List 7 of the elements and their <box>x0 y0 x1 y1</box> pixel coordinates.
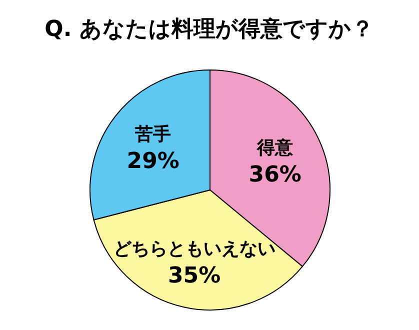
data-label: 35% <box>168 263 221 288</box>
slice-label: 苦手 <box>134 124 172 145</box>
slice-label: どちらともいえない <box>113 238 276 260</box>
data-label: 29% <box>126 148 180 174</box>
slice-label: 得意 <box>256 137 294 158</box>
chart-title: Q. あなたは料理が得意ですか？ <box>44 17 374 42</box>
data-label: 36% <box>248 162 302 188</box>
